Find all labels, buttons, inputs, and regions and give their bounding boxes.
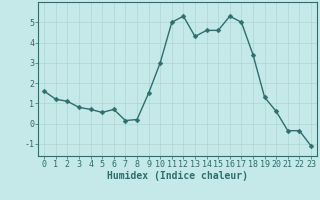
X-axis label: Humidex (Indice chaleur): Humidex (Indice chaleur) xyxy=(107,171,248,181)
